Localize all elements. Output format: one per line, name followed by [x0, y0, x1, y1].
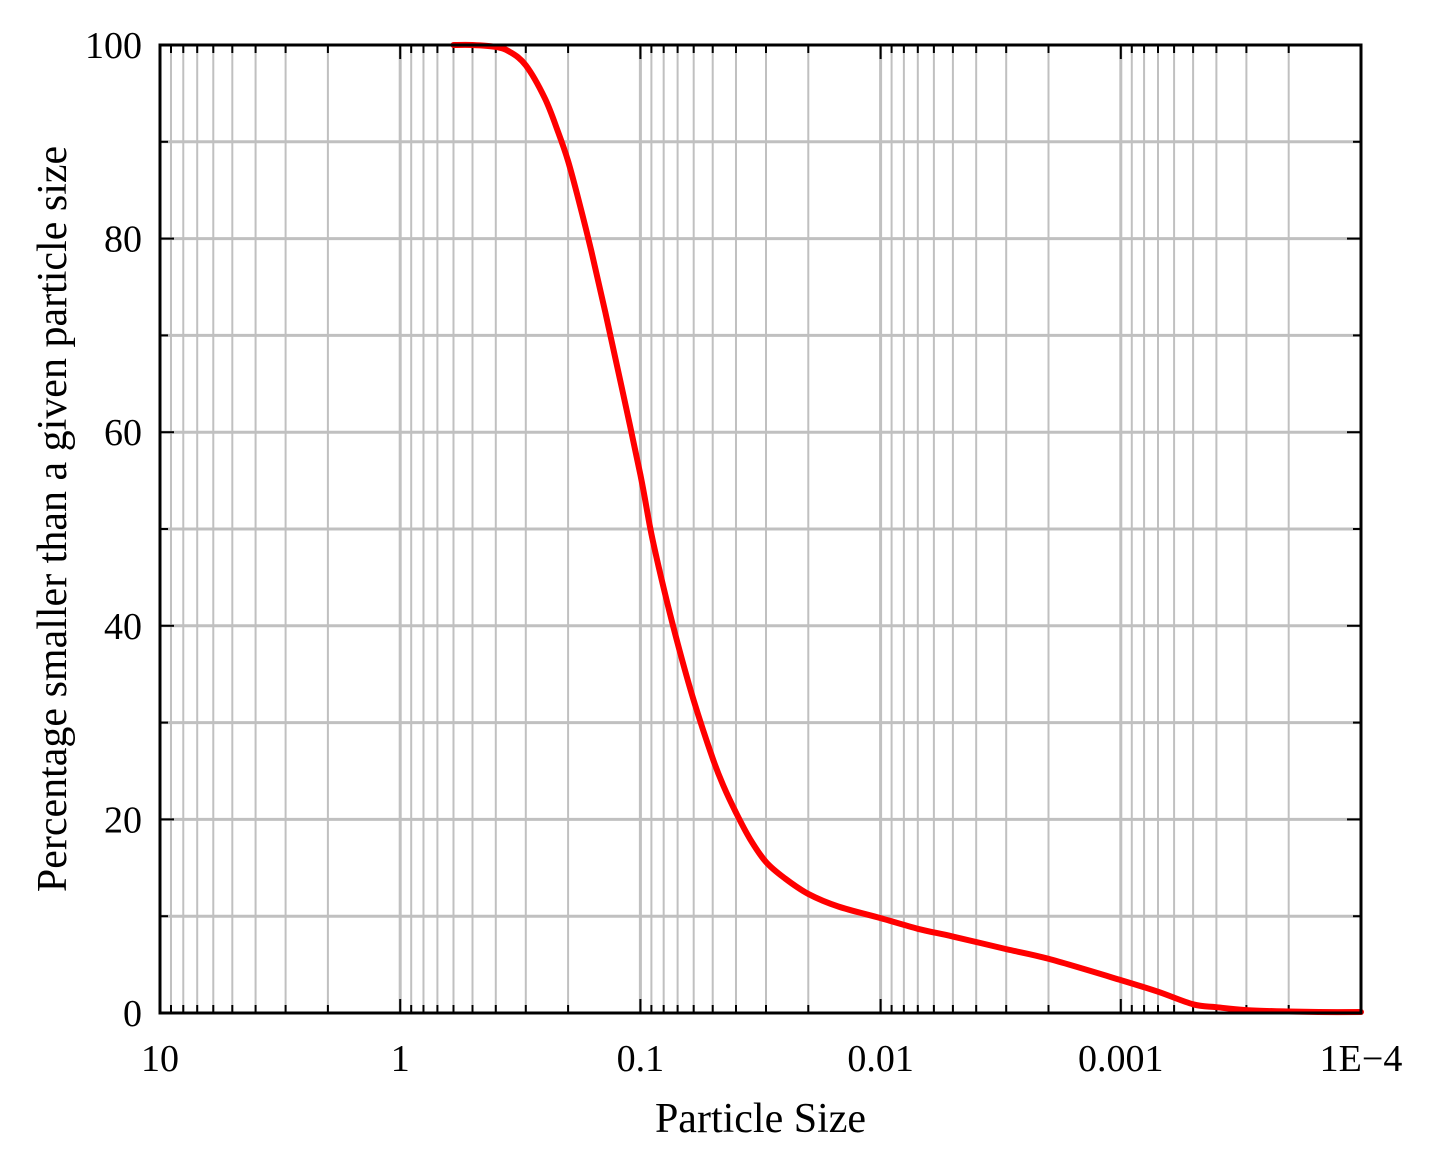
y-tick-labels: 0 20 40 60 80 100: [85, 25, 142, 1035]
y-axis-title: Percentage smaller than a given particle…: [30, 146, 76, 892]
x-tick-label: 0.1: [617, 1038, 665, 1080]
x-tick-label: 10: [141, 1038, 179, 1080]
x-tick-labels: 10 1 0.1 0.01 0.001 1E−4: [141, 1038, 1402, 1080]
x-tick-label: 0.01: [847, 1038, 914, 1080]
x-tick-label: 0.001: [1078, 1038, 1164, 1080]
y-tick-label: 60: [104, 412, 142, 454]
y-tick-label: 0: [123, 993, 142, 1035]
y-tick-label: 100: [85, 25, 142, 67]
series-line-0: [450, 41, 1364, 1016]
x-tick-label: 1: [391, 1038, 410, 1080]
y-tick-label: 80: [104, 219, 142, 261]
x-axis-title: Particle Size: [655, 1096, 866, 1142]
plot-frame: [158, 43, 1363, 1015]
y-tick-label: 20: [104, 799, 142, 841]
y-tick-label: 40: [104, 606, 142, 648]
grid: [160, 43, 1363, 1015]
series-layer: [450, 41, 1364, 1016]
x-tick-label: 1E−4: [1320, 1038, 1403, 1080]
